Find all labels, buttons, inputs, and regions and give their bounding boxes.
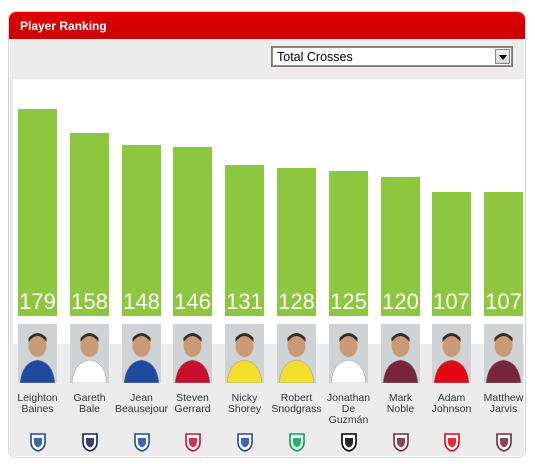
bar-value-label: 120 — [382, 289, 419, 314]
bar-value-label: 179 — [19, 289, 56, 314]
player-last-name: De Guzmán — [328, 403, 369, 426]
player-first-name: Adam — [437, 392, 466, 404]
player-last-name: Johnson — [431, 403, 472, 415]
player-name[interactable]: Robert Snodgrass — [269, 393, 325, 415]
bar-4[interactable]: 146 — [173, 147, 212, 316]
bar-5[interactable]: 131 — [225, 165, 264, 316]
player-first-name: Jean — [130, 392, 153, 404]
tottenham-crest-icon[interactable] — [79, 431, 101, 453]
player-name[interactable]: Steven Gerrard — [165, 393, 221, 415]
player-last-name: Beausejour — [114, 403, 169, 415]
player-name[interactable]: Gareth Bale — [62, 393, 118, 415]
player-name[interactable]: Leighton Baines — [10, 393, 66, 415]
liverpool-crest-icon[interactable] — [182, 431, 204, 453]
player-last-name: Snodgrass — [271, 403, 322, 415]
player-photo[interactable] — [432, 324, 471, 383]
player-name[interactable]: Jean Beausejour — [114, 393, 170, 415]
widget-content: Total Crosses 179 Leighton Baines 158 Gareth… — [10, 39, 526, 456]
bar-1[interactable]: 179 — [18, 109, 57, 316]
player-ranking-widget: Player Ranking Total Crosses 179 Leighton… — [8, 11, 526, 458]
bar-value-label: 128 — [278, 289, 315, 314]
stat-selector-value: Total Crosses — [277, 50, 353, 64]
stat-selector-dropdown[interactable]: Total Crosses — [271, 46, 513, 67]
player-photo[interactable] — [70, 324, 109, 383]
player-name[interactable]: Mark Noble — [373, 393, 429, 415]
player-first-name: Robert — [280, 392, 313, 404]
player-first-name: Nicky — [231, 392, 258, 404]
bar-value-label: 107 — [433, 289, 470, 314]
reading-crest-icon[interactable] — [234, 431, 256, 453]
player-last-name: Gerrard — [174, 403, 211, 415]
sunderland-crest-icon[interactable] — [441, 431, 463, 453]
bar-2[interactable]: 158 — [70, 133, 109, 316]
swansea-crest-icon[interactable] — [338, 431, 360, 453]
bar-value-label: 158 — [71, 289, 108, 314]
dropdown-button[interactable] — [495, 49, 510, 64]
bar-value-label: 148 — [123, 289, 160, 314]
player-name[interactable]: Adam Johnson — [424, 393, 480, 415]
bar-10[interactable]: 107 — [484, 192, 523, 316]
bar-value-label: 131 — [226, 289, 263, 314]
player-photo[interactable] — [484, 324, 523, 383]
player-first-name: Mark — [388, 392, 413, 404]
player-first-name: Jonathan — [326, 392, 371, 404]
player-last-name: Jarvis — [489, 403, 518, 415]
westham-crest-icon[interactable] — [390, 431, 412, 453]
wigan-crest-icon[interactable] — [131, 431, 153, 453]
bar-9[interactable]: 107 — [432, 192, 471, 316]
player-name[interactable]: Jonathan De Guzmán — [321, 393, 377, 426]
player-photo[interactable] — [122, 324, 161, 383]
player-photo[interactable] — [225, 324, 264, 383]
widget-title: Player Ranking — [20, 19, 107, 33]
everton-crest-icon[interactable] — [27, 431, 49, 453]
norwich-crest-icon[interactable] — [286, 431, 308, 453]
bar-7[interactable]: 125 — [329, 171, 368, 316]
player-photo[interactable] — [329, 324, 368, 383]
player-photo[interactable] — [381, 324, 420, 383]
player-last-name: Shorey — [227, 403, 262, 415]
westham-crest-icon[interactable] — [493, 431, 515, 453]
player-photo[interactable] — [277, 324, 316, 383]
player-first-name: Leighton — [17, 392, 58, 404]
player-name[interactable]: Nicky Shorey — [217, 393, 273, 415]
player-last-name: Bale — [78, 403, 100, 415]
player-name[interactable]: Matthew Jarvis — [476, 392, 526, 415]
bar-value-label: 146 — [174, 289, 211, 314]
player-last-name: Baines — [21, 403, 54, 415]
player-first-name: Steven — [176, 392, 209, 404]
player-photo[interactable] — [18, 324, 57, 383]
player-photo[interactable] — [173, 324, 212, 383]
bar-8[interactable]: 120 — [381, 177, 420, 316]
chevron-down-icon — [499, 55, 507, 60]
bar-value-label: 125 — [330, 289, 367, 314]
bar-3[interactable]: 148 — [122, 145, 161, 316]
player-first-name: Matthew — [483, 392, 524, 404]
widget-header: Player Ranking — [9, 12, 525, 39]
player-last-name: Noble — [386, 403, 415, 415]
player-first-name: Gareth — [73, 392, 106, 404]
bar-value-label: 107 — [485, 289, 522, 314]
bar-6[interactable]: 128 — [277, 168, 316, 316]
